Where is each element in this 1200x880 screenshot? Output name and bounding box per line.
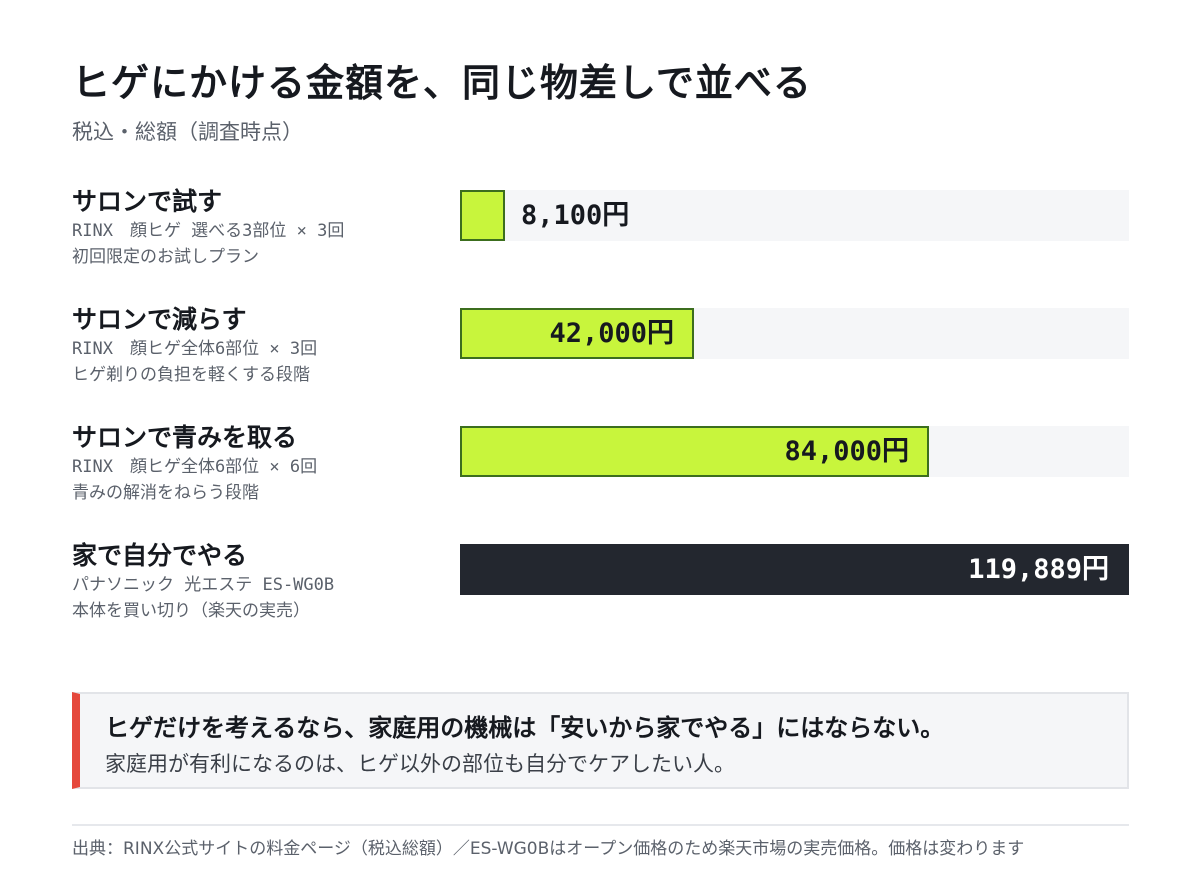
bar — [460, 190, 505, 241]
bar — [460, 544, 1129, 595]
category-detail: 本体を買い切り（楽天の実売） — [72, 601, 310, 621]
page-title: ヒゲにかける金額を、同じ物差しで並べる — [72, 61, 812, 105]
bar-value-label: 84,000円 — [784, 436, 909, 467]
page: ヒゲにかける金額を、同じ物差しで並べる 税込・総額（調査時点） サロンで試す RI… — [72, 0, 1129, 880]
callout-box: ヒゲだけを考えるなら、家庭用の機械は「安いから家でやる」にはならない。 家庭用が… — [72, 692, 1129, 789]
category-detail: 初回限定のお試しプラン — [72, 247, 259, 267]
bar-track: 84,000円 — [460, 426, 1129, 477]
bar-track: 119,889円 — [460, 544, 1129, 595]
footer-divider — [72, 824, 1129, 826]
bar — [460, 308, 694, 359]
callout-body: 家庭用が有利になるのは、ヒゲ以外の部位も自分でケアしたい人。 — [105, 752, 735, 776]
row-label: サロンで減らす RINX 顔ヒゲ全体6部位 × 3回 ヒゲ剃りの負担を軽くする段階 — [72, 304, 452, 388]
category-detail: RINX 顔ヒゲ 選べる3部位 × 3回 — [72, 221, 345, 241]
bar — [460, 426, 929, 477]
page-subtitle: 税込・総額（調査時点） — [72, 120, 303, 144]
row-label: サロンで試す RINX 顔ヒゲ 選べる3部位 × 3回 初回限定のお試しプラン — [72, 186, 452, 270]
source-note: 出典：RINX公式サイトの料金ページ（税込総額）／ES-WG0Bはオープン価格の… — [72, 839, 1025, 859]
callout-headline: ヒゲだけを考えるなら、家庭用の機械は「安いから家でやる」にはならない。 — [105, 714, 945, 742]
chart-row: サロンで青みを取る RINX 顔ヒゲ全体6部位 × 6回 青みの解消をねらう段階 84… — [72, 423, 1129, 536]
bar-value-label: 119,889円 — [968, 554, 1109, 585]
bar-track: 42,000円 — [460, 308, 1129, 359]
row-label: 家で自分でやるパナソニック 光エステ ES-WG0B 本体を買い切り（楽天の実売） — [72, 540, 452, 624]
row-label: サロンで青みを取る RINX 顔ヒゲ全体6部位 × 6回 青みの解消をねらう段階 — [72, 422, 452, 506]
category-label: 家で自分でやる — [72, 541, 248, 570]
category-label: サロンで減らす — [72, 305, 247, 334]
category-detail: RINX 顔ヒゲ全体6部位 × 6回 — [72, 457, 318, 477]
category-detail: パナソニック 光エステ ES-WG0B — [72, 575, 335, 595]
chart-row: 家で自分でやるパナソニック 光エステ ES-WG0B 本体を買い切り（楽天の実売）… — [72, 541, 1129, 654]
chart-row: サロンで試す RINX 顔ヒゲ 選べる3部位 × 3回 初回限定のお試しプラン 8,1… — [72, 187, 1129, 300]
bar-value-label: 42,000円 — [549, 318, 674, 349]
category-detail: RINX 顔ヒゲ全体6部位 × 3回 — [72, 339, 318, 359]
category-label: サロンで青みを取る — [72, 423, 298, 452]
bar-track: 8,100円 — [460, 190, 1129, 241]
chart-row: サロンで減らす RINX 顔ヒゲ全体6部位 × 3回 ヒゲ剃りの負担を軽くする段階 4… — [72, 305, 1129, 418]
category-detail: 青みの解消をねらう段階 — [72, 483, 259, 503]
category-label: サロンで試す — [72, 187, 223, 216]
bar-value-label: 8,100円 — [521, 200, 630, 231]
category-detail: ヒゲ剃りの負担を軽くする段階 — [72, 365, 310, 385]
